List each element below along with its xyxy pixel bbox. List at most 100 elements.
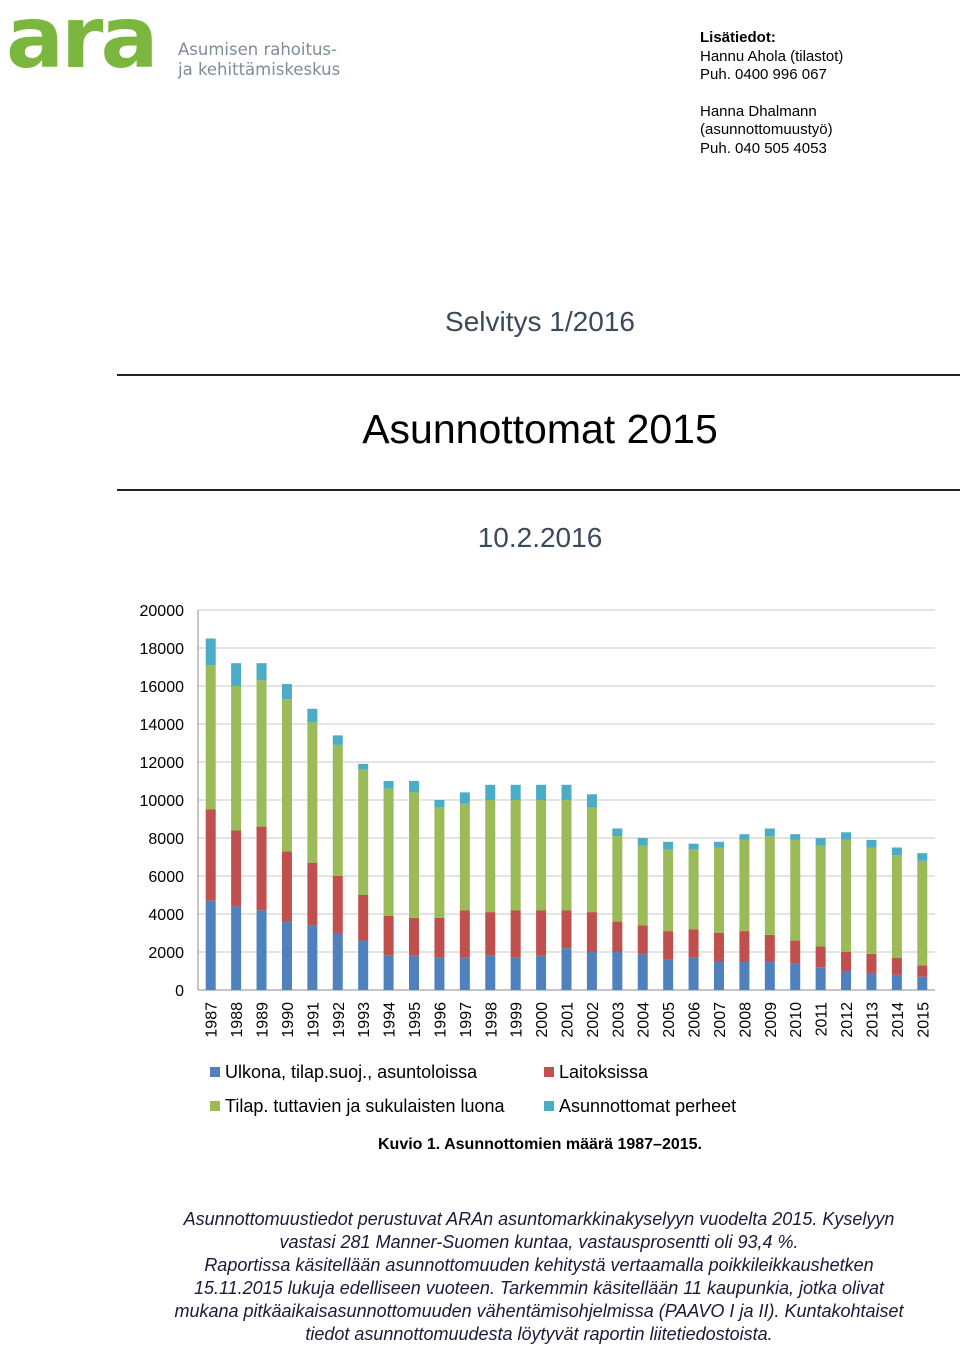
bar-segment-families — [790, 834, 801, 840]
bar-segment-institutions — [332, 876, 343, 933]
bar-segment-relatives — [383, 788, 394, 916]
bar-segment-families — [256, 663, 267, 681]
bar-segment-relatives — [561, 800, 572, 911]
bar-segment-institutions — [891, 957, 902, 975]
x-tick-label: 1992 — [331, 1002, 348, 1038]
bar-segment-institutions — [205, 809, 216, 901]
bar-segment-families — [383, 781, 394, 789]
bar-segment-outdoors — [510, 957, 521, 990]
legend-label-families: Asunnottomat perheet — [559, 1096, 737, 1116]
bar-segment-institutions — [637, 925, 648, 954]
x-tick-label: 1991 — [305, 1002, 322, 1038]
bar-segment-relatives — [917, 860, 928, 966]
legend-label-outdoors: Ulkona, tilap.suoj., asuntoloissa — [225, 1062, 478, 1082]
divider-top — [117, 374, 960, 376]
bar-segment-families — [205, 638, 216, 666]
bar-segment-outdoors — [409, 955, 420, 990]
legend-swatch-relatives — [210, 1101, 220, 1111]
bar-segment-relatives — [510, 800, 521, 911]
logo-subtitle: Asumisen rahoitus- ja kehittämiskeskus — [178, 40, 340, 80]
bar-segment-institutions — [561, 910, 572, 949]
bar-segment-institutions — [383, 915, 394, 956]
bar-segment-outdoors — [383, 955, 394, 990]
bar-segment-relatives — [434, 807, 445, 918]
bar-segment-outdoors — [434, 957, 445, 990]
bar-segment-families — [307, 708, 318, 723]
summary-line: tiedot asunnottomuudesta löytyvät raport… — [305, 1324, 773, 1344]
legend-item-outdoors: Ulkona, tilap.suoj., asuntoloissa — [210, 1062, 477, 1083]
legend-swatch-institutions — [544, 1067, 554, 1077]
bar-segment-outdoors — [307, 925, 318, 990]
contact-person-2-name: Hanna Dhalmann — [700, 102, 817, 120]
y-tick-label: 10000 — [140, 793, 185, 810]
bar-segment-families — [764, 828, 775, 837]
bar-segment-families — [561, 784, 572, 800]
y-tick-label: 0 — [175, 983, 184, 1000]
figure-caption: Kuvio 1. Asunnottomien määrä 1987–2015. — [378, 1136, 702, 1153]
bar-segment-families — [459, 792, 470, 804]
bar-segment-families — [739, 834, 750, 840]
ara-logo: ara Asumisen rahoitus- ja kehittämiskesk… — [6, 0, 346, 90]
x-tick-label: 2006 — [687, 1002, 704, 1038]
bar-segment-outdoors — [231, 906, 242, 990]
bar-segment-relatives — [637, 845, 648, 926]
bar-segment-institutions — [536, 910, 547, 956]
bar-segment-relatives — [713, 847, 724, 933]
bar-segment-families — [688, 843, 699, 850]
bar-segment-families — [358, 763, 369, 770]
bar-segment-families — [663, 841, 674, 850]
bar-segment-families — [917, 853, 928, 861]
bar-segment-institutions — [434, 917, 445, 958]
x-tick-label: 1988 — [229, 1002, 246, 1038]
bar-segment-institutions — [764, 934, 775, 962]
legend-label-relatives: Tilap. tuttavien ja sukulaisten luona — [225, 1096, 505, 1116]
bar-segment-institutions — [866, 953, 877, 973]
legend-swatch-outdoors — [210, 1067, 220, 1077]
divider-bottom — [117, 489, 960, 491]
x-tick-label: 1999 — [509, 1002, 526, 1038]
x-tick-label: 1998 — [483, 1002, 500, 1038]
x-tick-label: 2005 — [661, 1002, 678, 1038]
bar-segment-relatives — [409, 792, 420, 918]
x-tick-label: 2013 — [864, 1002, 881, 1038]
bar-segment-relatives — [459, 803, 470, 911]
bar-segment-relatives — [281, 699, 292, 852]
bar-segment-relatives — [256, 680, 267, 827]
legend-swatch-families — [544, 1101, 554, 1111]
x-tick-label: 2002 — [585, 1002, 602, 1038]
bar-segment-relatives — [231, 686, 242, 831]
bar-segment-families — [332, 735, 343, 745]
y-tick-label: 2000 — [148, 945, 184, 962]
bar-segment-relatives — [485, 800, 496, 913]
bar-segment-outdoors — [764, 961, 775, 990]
x-tick-label: 2010 — [788, 1002, 805, 1038]
bar-segment-outdoors — [358, 940, 369, 990]
bar-segment-relatives — [586, 807, 597, 913]
x-tick-label: 2008 — [737, 1002, 754, 1038]
bar-segment-relatives — [663, 849, 674, 932]
bar-segment-outdoors — [866, 972, 877, 990]
legend-item-relatives: Tilap. tuttavien ja sukulaisten luona — [210, 1096, 505, 1117]
bar-segment-relatives — [764, 836, 775, 935]
page-title: Asunnottomat 2015 — [362, 406, 718, 452]
x-tick-label: 2011 — [814, 1002, 831, 1037]
bar-segment-relatives — [891, 855, 902, 958]
bar-segment-families — [510, 784, 521, 800]
bar-segment-families — [841, 832, 852, 840]
bar-segment-institutions — [485, 912, 496, 956]
bar-segment-relatives — [536, 800, 547, 911]
bar-segment-outdoors — [815, 967, 826, 990]
x-tick-label: 2001 — [560, 1002, 577, 1038]
x-tick-label: 1989 — [255, 1002, 272, 1038]
x-tick-label: 2012 — [839, 1002, 856, 1038]
bar-segment-relatives — [790, 839, 801, 941]
bar-segment-outdoors — [332, 933, 343, 990]
bar-segment-outdoors — [917, 976, 928, 990]
bar-segment-institutions — [713, 933, 724, 962]
homeless-bar-chart: 0 2000 4000 6000 8000 10000 12000 14000 16000 180… — [140, 603, 935, 1038]
bar-segment-relatives — [739, 839, 750, 932]
bar-segment-institutions — [307, 862, 318, 926]
x-tick-label: 1996 — [432, 1002, 449, 1038]
bar-segment-outdoors — [612, 952, 623, 990]
bar-segment-institutions — [917, 965, 928, 977]
